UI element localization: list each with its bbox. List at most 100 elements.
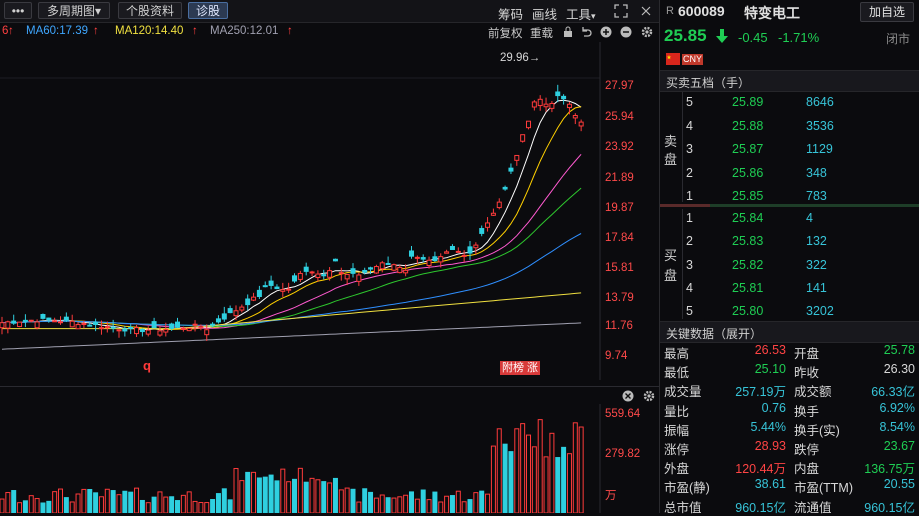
candle-body	[321, 274, 327, 277]
multi-period-label: 多周期图	[46, 4, 95, 18]
candle-body	[134, 327, 140, 335]
sell-side-label: 卖	[664, 134, 678, 149]
overlay-button[interactable]: 重载	[530, 28, 553, 40]
chart-toolbar: ••• 多周期图▾ 个股资料 诊股 筹码 画线 工具▾	[0, 0, 659, 23]
candle-body	[175, 321, 180, 328]
price-tick: 25.94	[605, 111, 634, 123]
candle-body	[204, 329, 210, 336]
zoom-out-icon[interactable]	[620, 26, 632, 38]
candle-body	[490, 212, 496, 216]
level-volume: 3536	[806, 118, 834, 133]
ma-indicator-bar: 6 ↑ MA60:17.39 ↑ MA120:14.40 ↑ MA250:12.…	[0, 22, 659, 42]
volume-chart[interactable]	[0, 404, 659, 513]
key-data-value: 6.92%	[879, 400, 915, 415]
diagnose-button[interactable]: 诊股	[188, 2, 228, 19]
market-status: 闭市	[886, 32, 911, 46]
candle-body	[379, 262, 385, 270]
panel-divider	[0, 386, 659, 387]
key-data-header[interactable]: 关键数据（展开）	[660, 321, 919, 343]
candle-body	[543, 103, 549, 108]
candle-body	[444, 251, 450, 254]
candle-body	[578, 121, 584, 127]
moving-average-line	[1, 233, 582, 326]
volume-unit: 万	[605, 490, 617, 502]
volume-bar	[40, 502, 46, 513]
volume-bar	[426, 499, 432, 513]
candle-body	[350, 268, 356, 274]
settings-gear-icon[interactable]	[640, 25, 654, 39]
candle-body	[362, 269, 368, 273]
current-price: 25.85	[664, 26, 707, 45]
level-number: 4	[686, 280, 693, 295]
level-volume: 4	[806, 211, 813, 225]
menu-more-button[interactable]: •••	[4, 2, 32, 19]
candle-body	[93, 321, 99, 325]
candle-body	[145, 329, 151, 335]
volume-bar	[163, 496, 169, 513]
volume-bar	[186, 491, 192, 513]
undo-icon[interactable]	[580, 26, 592, 38]
candle-body	[198, 325, 204, 328]
zoom-in-icon[interactable]	[600, 26, 612, 38]
currency-tag: CNY	[682, 54, 704, 65]
draw-line-button[interactable]: 画线	[532, 8, 558, 22]
volume-bar	[215, 493, 221, 513]
adjust-button[interactable]: 前复权	[488, 28, 523, 40]
china-flag-icon	[666, 53, 680, 65]
volume-bar	[169, 496, 175, 513]
peak-price-label: 29.96→	[500, 52, 541, 64]
multi-period-button[interactable]: 多周期图▾	[38, 2, 110, 19]
order-book-divider	[682, 209, 683, 319]
volume-bar	[5, 492, 11, 513]
chips-button[interactable]: 筹码	[498, 8, 524, 22]
volume-bar	[280, 468, 286, 513]
price-change-pct: -1.71%	[778, 30, 820, 45]
tools-button[interactable]: 工具▾	[566, 4, 596, 23]
expand-icon[interactable]	[614, 4, 628, 18]
key-data-value: 5.44%	[750, 419, 786, 434]
candle-body	[297, 272, 303, 280]
volume-bar	[508, 451, 514, 513]
moving-average-line	[1, 187, 582, 327]
add-watchlist-button[interactable]: 加自选	[860, 2, 914, 22]
level-price: 25.82	[732, 257, 764, 272]
dragon-tiger-tag[interactable]: 附榜 涨	[500, 361, 541, 375]
pin-icon[interactable]	[640, 5, 652, 17]
level-volume: 348	[806, 165, 827, 180]
level-price: 25.83	[732, 234, 764, 249]
candle-body	[169, 323, 175, 329]
event-marker-q[interactable]: q	[143, 358, 151, 373]
volume-bar	[561, 446, 567, 513]
price-tick: 23.92	[605, 141, 634, 153]
volume-bar	[268, 474, 274, 513]
lock-icon[interactable]	[562, 26, 574, 38]
chart-panel: ••• 多周期图▾ 个股资料 诊股 筹码 画线 工具▾ 6 ↑ MA60:17.…	[0, 0, 659, 513]
candle-body	[286, 288, 292, 291]
close-volume-icon[interactable]	[622, 390, 634, 402]
volume-bar	[262, 476, 268, 513]
key-data-value: 26.53	[754, 343, 786, 357]
key-data-label: 市盈(静)	[664, 481, 710, 496]
stock-info-button[interactable]: 个股资料	[118, 2, 182, 19]
key-data-label: 换手(实)	[794, 423, 840, 438]
volume-bar	[543, 456, 549, 513]
candle-body	[40, 314, 46, 319]
candle-body	[251, 296, 257, 301]
key-data-label: 总市值	[664, 500, 702, 515]
candlestick-chart[interactable]	[0, 42, 659, 380]
key-data-value: 960.15亿	[735, 500, 786, 515]
candle-body	[28, 319, 34, 322]
volume-bar	[58, 488, 63, 513]
candle-body	[373, 266, 379, 274]
volume-bar	[63, 497, 69, 513]
moving-average-line	[1, 99, 582, 331]
candle-body	[449, 246, 455, 250]
candle-body	[368, 267, 374, 270]
volume-bar	[373, 497, 379, 513]
candle-body	[338, 272, 344, 275]
volume-settings-gear-icon[interactable]	[642, 389, 656, 403]
sell-side-label: 盘	[664, 152, 678, 167]
candle-body	[157, 330, 163, 336]
volume-bar	[496, 428, 502, 513]
level-number: 3	[686, 142, 693, 156]
